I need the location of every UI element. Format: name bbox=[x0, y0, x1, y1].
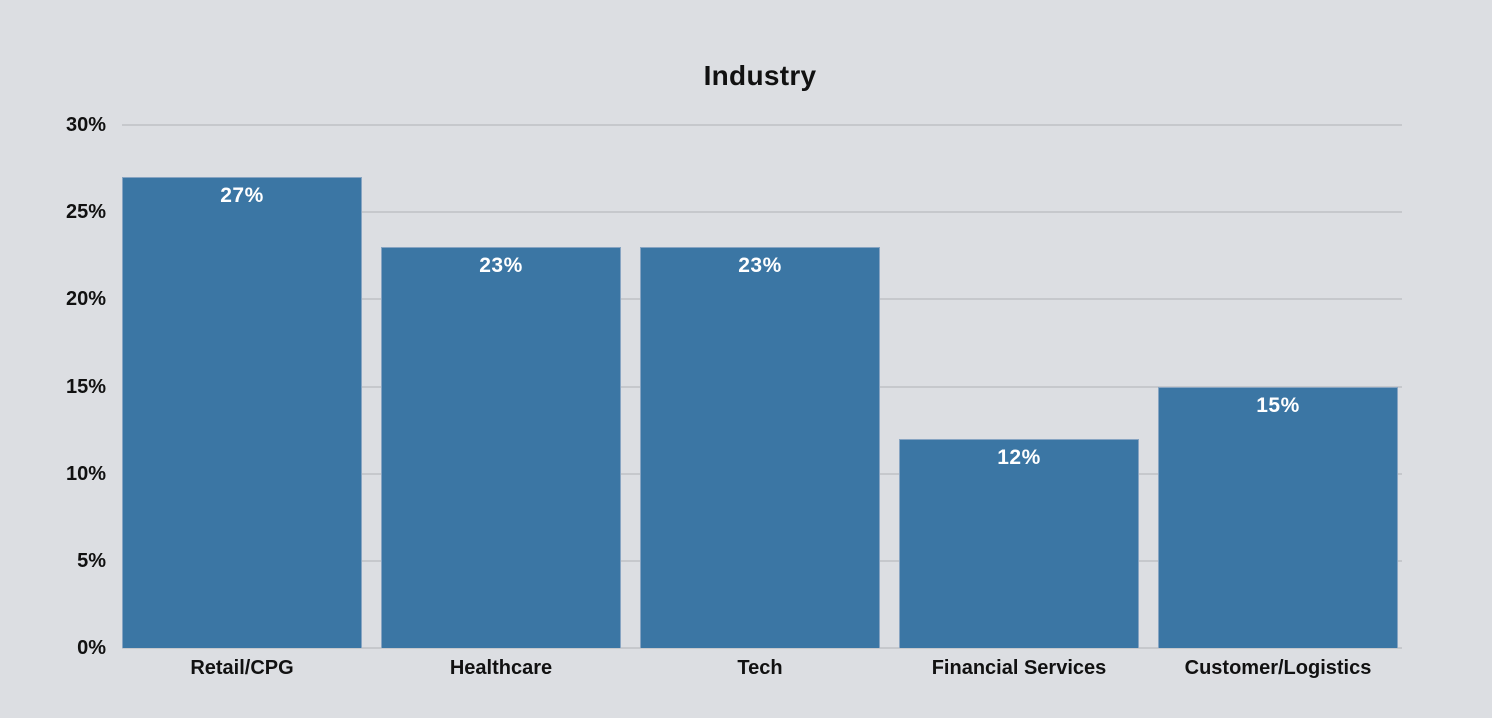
bar-value-label-customer-logistics: 15% bbox=[1256, 393, 1300, 417]
y-tick-label-20: 20% bbox=[65, 288, 106, 311]
plot-area: 0% 5% 10% 15% 20% 25% 30% 27% 23% 23% 12% 15% Reta… bbox=[66, 114, 1402, 679]
gridline-25 bbox=[122, 211, 1402, 214]
bar-retail-cpg: 27% bbox=[122, 177, 362, 648]
bar-value-label-retail-cpg: 27% bbox=[220, 184, 264, 208]
bar-value-label-financial-services: 12% bbox=[997, 445, 1041, 469]
bar-customer-logistics: 15% bbox=[1158, 386, 1398, 648]
bar-financial-services: 12% bbox=[899, 438, 1139, 648]
x-tick-label-retail-cpg: Retail/CPG bbox=[190, 657, 294, 679]
y-tick-label-10: 10% bbox=[65, 462, 106, 485]
x-axis: Retail/CPG Healthcare Tech Financial Servic… bbox=[122, 657, 1398, 680]
bar-value-label-healthcare: 23% bbox=[479, 254, 523, 278]
y-tick-label-30: 30% bbox=[65, 114, 106, 136]
bar-tech: 23% bbox=[640, 247, 880, 648]
gridline-0 bbox=[122, 647, 1402, 649]
chart-title: Industry bbox=[703, 60, 817, 91]
x-tick-label-customer-logistics: Customer/Logistics bbox=[1184, 657, 1372, 679]
bars-container: 27% 23% 23% 12% 15% bbox=[122, 125, 1398, 648]
x-tick-label-tech: Tech bbox=[737, 657, 783, 679]
gridline-30 bbox=[122, 124, 1402, 126]
x-tick-label-financial-services: Financial Services bbox=[931, 657, 1107, 679]
y-tick-label-15: 15% bbox=[65, 375, 106, 398]
bar-value-label-tech: 23% bbox=[738, 254, 782, 278]
y-tick-label-0: 0% bbox=[77, 637, 106, 659]
y-tick-label-25: 25% bbox=[65, 201, 106, 224]
x-tick-label-healthcare: Healthcare bbox=[449, 657, 553, 679]
bar-healthcare: 23% bbox=[381, 247, 621, 648]
y-tick-label-5: 5% bbox=[77, 549, 106, 572]
